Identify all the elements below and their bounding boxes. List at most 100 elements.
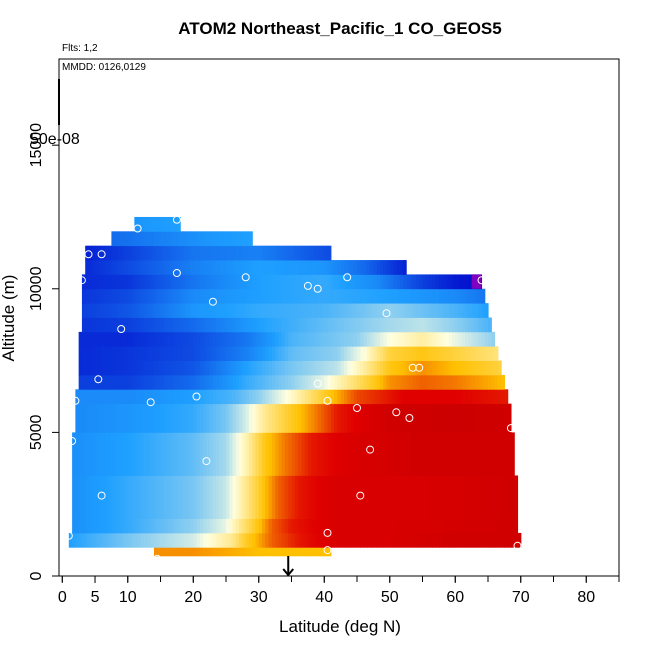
heatmap-cell <box>301 360 306 376</box>
heatmap-cell <box>370 274 374 290</box>
heatmap-cell <box>242 288 247 304</box>
heatmap-cell <box>163 360 168 376</box>
heatmap-cell <box>101 389 106 405</box>
x-tick-label: 40 <box>315 589 333 606</box>
heatmap-cell <box>88 518 93 534</box>
heatmap-cell <box>478 374 483 390</box>
heatmap-cell <box>271 541 276 557</box>
heatmap-cell <box>461 389 466 405</box>
observation-point <box>313 379 322 388</box>
heatmap-cell <box>455 317 460 333</box>
heatmap-cell <box>173 532 178 548</box>
heatmap-cell <box>471 288 476 304</box>
heatmap-cell <box>153 403 158 433</box>
heatmap-cell <box>442 518 447 534</box>
heatmap-cell <box>212 303 217 318</box>
heatmap-cell <box>206 360 211 376</box>
heatmap-cell <box>288 389 293 405</box>
heatmap-cell <box>98 475 103 519</box>
heatmap-cell <box>327 475 332 519</box>
heatmap-cell <box>176 317 181 333</box>
heatmap-cell <box>363 360 368 376</box>
heatmap-cell <box>334 518 338 534</box>
heatmap-cell <box>347 331 352 347</box>
heatmap-cell <box>425 389 430 405</box>
heatmap-cell <box>278 541 283 557</box>
heatmap-cell <box>432 317 437 333</box>
heatmap-cell <box>262 374 266 390</box>
heatmap-cell <box>393 346 397 361</box>
heatmap-cell <box>268 475 273 519</box>
heatmap-cell <box>216 288 221 304</box>
heatmap-cell <box>320 288 325 304</box>
latitude-marker-arrow <box>282 556 295 577</box>
heatmap-cell <box>176 260 181 275</box>
heatmap-cell <box>170 303 175 318</box>
heatmap-cell <box>203 432 207 476</box>
heatmap-cell <box>137 274 142 290</box>
heatmap-cell <box>206 303 211 318</box>
heatmap-cell <box>203 389 207 405</box>
heatmap-cell <box>396 475 401 519</box>
heatmap-cell <box>262 317 266 333</box>
heatmap-cell <box>232 274 237 290</box>
heatmap-cell <box>419 475 424 519</box>
heatmap-cell <box>226 403 230 433</box>
heatmap-cell <box>304 245 309 261</box>
heatmap-cell <box>173 403 178 433</box>
heatmap-cell <box>281 432 286 476</box>
heatmap-cell <box>383 532 388 548</box>
heatmap-cell <box>127 518 132 534</box>
heatmap-cell <box>484 374 489 390</box>
heatmap-cell <box>248 317 253 333</box>
heatmap-cell <box>366 317 371 333</box>
heatmap-cell <box>183 360 188 376</box>
heatmap-cell <box>317 331 322 347</box>
heatmap-cell <box>108 389 112 405</box>
heatmap-cell <box>307 541 312 557</box>
heatmap-cell <box>222 432 227 476</box>
heatmap-cell <box>393 274 397 290</box>
heatmap-cell <box>167 389 171 405</box>
heatmap-cell <box>370 317 374 333</box>
heatmap-cell <box>242 231 247 247</box>
heatmap-cell <box>438 374 443 390</box>
heatmap-cell <box>461 346 466 361</box>
heatmap-cell <box>327 389 332 405</box>
heatmap-cell <box>383 432 388 476</box>
heatmap-cell <box>140 274 145 290</box>
heatmap-cell <box>311 288 316 304</box>
heatmap-cell <box>101 317 106 333</box>
heatmap-cell <box>432 374 437 390</box>
heatmap-cell <box>160 260 165 275</box>
heatmap-cell <box>275 317 280 333</box>
heatmap-cell <box>239 274 243 290</box>
observation-point <box>153 554 162 563</box>
heatmap-cell <box>360 288 365 304</box>
heatmap-cell <box>167 331 171 347</box>
heatmap-cell <box>327 288 332 304</box>
heatmap-cell <box>271 532 276 548</box>
heatmap-cell <box>248 541 253 557</box>
heatmap-cell <box>311 541 316 557</box>
heatmap-cell <box>229 317 234 333</box>
heatmap-cell <box>301 518 306 534</box>
heatmap-cell <box>281 360 286 376</box>
heatmap-cell <box>183 374 188 390</box>
heatmap-cell <box>343 360 348 376</box>
heatmap-cell <box>163 274 168 290</box>
heatmap-cell <box>478 303 483 318</box>
heatmap-cell <box>242 432 247 476</box>
heatmap-cell <box>448 288 453 304</box>
heatmap-cell <box>121 274 126 290</box>
heatmap-cell <box>373 260 378 275</box>
heatmap-cell <box>468 303 473 318</box>
heatmap-cell <box>409 303 414 318</box>
heatmap-cell <box>278 331 283 347</box>
heatmap-cell <box>95 518 99 534</box>
heatmap-cell <box>314 403 319 433</box>
heatmap-cell <box>150 317 155 333</box>
heatmap-cell <box>432 360 437 376</box>
heatmap-cell <box>281 541 286 557</box>
heatmap-cell <box>438 346 443 361</box>
